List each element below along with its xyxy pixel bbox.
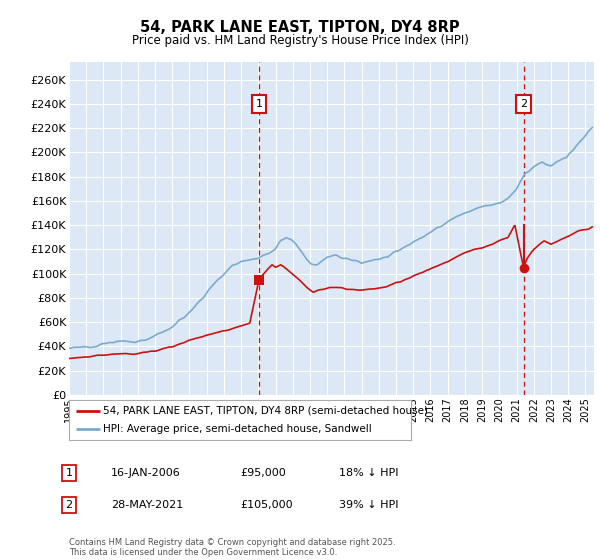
Text: £105,000: £105,000 (240, 500, 293, 510)
Text: 54, PARK LANE EAST, TIPTON, DY4 8RP: 54, PARK LANE EAST, TIPTON, DY4 8RP (140, 20, 460, 35)
Text: £95,000: £95,000 (240, 468, 286, 478)
Text: Price paid vs. HM Land Registry's House Price Index (HPI): Price paid vs. HM Land Registry's House … (131, 34, 469, 46)
Text: 54, PARK LANE EAST, TIPTON, DY4 8RP (semi-detached house): 54, PARK LANE EAST, TIPTON, DY4 8RP (sem… (103, 406, 428, 416)
Text: 18% ↓ HPI: 18% ↓ HPI (339, 468, 398, 478)
Text: 28-MAY-2021: 28-MAY-2021 (111, 500, 183, 510)
Text: HPI: Average price, semi-detached house, Sandwell: HPI: Average price, semi-detached house,… (103, 424, 372, 434)
Text: 39% ↓ HPI: 39% ↓ HPI (339, 500, 398, 510)
Text: 2: 2 (520, 99, 527, 109)
Text: 1: 1 (65, 468, 73, 478)
Text: Contains HM Land Registry data © Crown copyright and database right 2025.
This d: Contains HM Land Registry data © Crown c… (69, 538, 395, 557)
Text: 16-JAN-2006: 16-JAN-2006 (111, 468, 181, 478)
Text: 2: 2 (65, 500, 73, 510)
Text: 1: 1 (256, 99, 263, 109)
